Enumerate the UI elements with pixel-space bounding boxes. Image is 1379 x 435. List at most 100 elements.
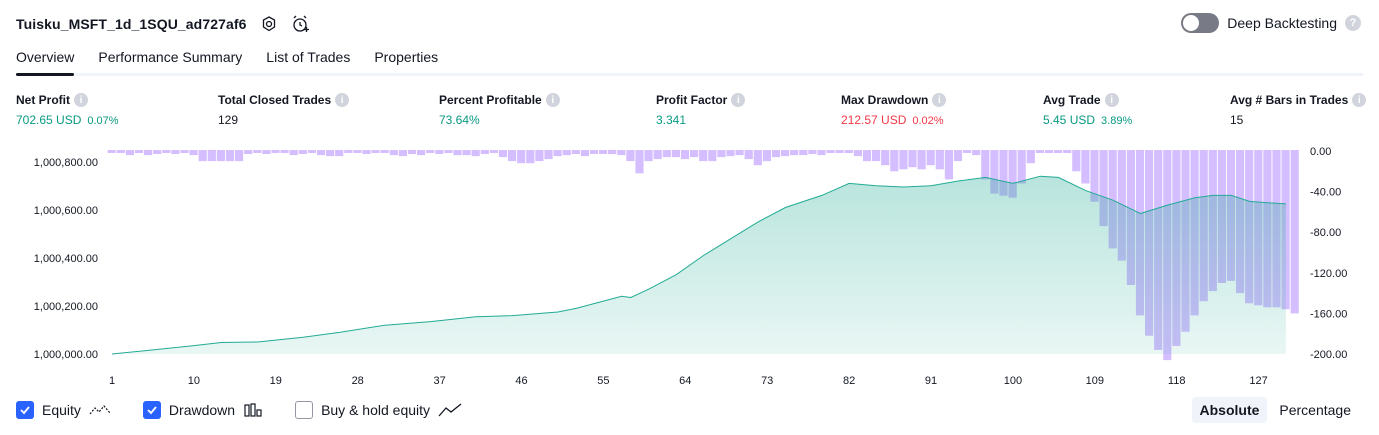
x-axis-tick: 1 bbox=[109, 375, 115, 387]
info-icon[interactable]: i bbox=[1352, 93, 1367, 107]
legend-label: Buy & hold equity bbox=[321, 402, 431, 418]
legend-drawdown[interactable]: Drawdown bbox=[142, 401, 263, 419]
drawdown-bar bbox=[999, 150, 1008, 196]
stat-label: Avg Trade bbox=[1043, 93, 1101, 107]
x-axis-tick: 109 bbox=[1086, 375, 1104, 387]
add-alert-clock-icon[interactable] bbox=[291, 14, 311, 34]
drawdown-bar bbox=[981, 150, 990, 180]
stat-value: 3.341 bbox=[656, 113, 687, 127]
drawdown-bar bbox=[872, 150, 881, 162]
info-icon[interactable]: i bbox=[932, 93, 947, 107]
drawdown-bar bbox=[553, 150, 562, 157]
drawdown-bar bbox=[944, 150, 953, 180]
drawdown-bar bbox=[535, 150, 544, 162]
drawdown-bar bbox=[235, 150, 244, 162]
drawdown-bar bbox=[517, 150, 526, 164]
deep-backtesting-toggle[interactable] bbox=[1181, 13, 1220, 33]
drawdown-bar bbox=[1072, 150, 1081, 172]
stat-max-drawdown: Max Drawdown i 212.57 USD 0.02% bbox=[841, 93, 947, 127]
drawdown-bar bbox=[935, 150, 944, 170]
x-axis: 1 10 19 28 37 46 55 64 73 82 91 100 109 118 127 bbox=[109, 375, 1268, 387]
drawdown-bar bbox=[635, 150, 644, 174]
drawdown-bar bbox=[899, 150, 908, 170]
question-icon[interactable]: ? bbox=[1345, 15, 1361, 31]
drawdown-bar bbox=[116, 150, 125, 153]
drawdown-bar bbox=[462, 150, 471, 156]
drawdown-bar bbox=[480, 150, 489, 154]
left-axis-tick: 1,000,800.00 bbox=[34, 157, 98, 169]
absolute-button[interactable]: Absolute bbox=[1191, 397, 1268, 423]
stat-percent-profitable: Percent Profitable i 73.64% bbox=[439, 93, 560, 127]
settings-gear-icon[interactable] bbox=[259, 14, 279, 34]
drawdown-bar bbox=[216, 150, 225, 162]
stat-value: 5.45 USD bbox=[1043, 113, 1096, 127]
drawdown-bar bbox=[134, 150, 144, 153]
tab-properties[interactable]: Properties bbox=[374, 49, 439, 65]
equity-checkbox[interactable] bbox=[16, 401, 34, 419]
drawdown-bar bbox=[753, 150, 762, 166]
drawdown-bar bbox=[198, 150, 207, 162]
drawdown-bar bbox=[744, 150, 753, 160]
tab-overview[interactable]: Overview bbox=[16, 46, 75, 76]
equity-drawdown-chart[interactable]: 1,000,000.00 1,000,200.00 1,000,400.00 1,00… bbox=[0, 140, 1379, 390]
stat-profit-factor: Profit Factor i 3.341 bbox=[656, 93, 746, 127]
drawdown-bar bbox=[344, 150, 353, 153]
drawdown-bar bbox=[953, 150, 963, 162]
left-axis-tick: 1,000,200.00 bbox=[34, 301, 98, 313]
legend-equity[interactable]: Equity bbox=[16, 401, 111, 419]
drawdown-bar bbox=[680, 150, 690, 160]
drawdown-bar bbox=[708, 150, 717, 162]
deep-backtesting-control: Deep Backtesting ? bbox=[1181, 13, 1361, 33]
info-icon[interactable]: i bbox=[1104, 93, 1119, 107]
drawdown-bar bbox=[626, 150, 635, 162]
drawdown-bar bbox=[844, 150, 853, 153]
right-axis-tick: -40.00 bbox=[1310, 187, 1341, 199]
drawdown-bar bbox=[289, 150, 298, 156]
info-icon[interactable]: i bbox=[74, 93, 88, 107]
report-tabs: Overview Performance Summary List of Tra… bbox=[16, 46, 1363, 76]
drawdown-bar bbox=[207, 150, 216, 162]
drawdown-bar bbox=[717, 150, 726, 158]
drawdown-bar bbox=[407, 150, 417, 154]
tab-performance-summary[interactable]: Performance Summary bbox=[98, 49, 243, 65]
x-axis-tick: 46 bbox=[515, 375, 527, 387]
legend-buy-hold[interactable]: Buy & hold equity bbox=[295, 401, 462, 419]
x-axis-tick: 100 bbox=[1004, 375, 1022, 387]
drawdown-bar bbox=[380, 150, 389, 153]
drawdown-bar bbox=[908, 150, 917, 168]
drawdown-bar bbox=[662, 150, 671, 158]
drawdown-bar bbox=[498, 150, 508, 158]
drawdown-checkbox[interactable] bbox=[142, 401, 161, 419]
stat-label: Profit Factor bbox=[656, 93, 728, 107]
strategy-name: Tuisku_MSFT_1d_1SQU_ad727af6 bbox=[16, 16, 247, 32]
stat-label: Avg # Bars in Trades bbox=[1230, 93, 1349, 107]
drawdown-bar bbox=[271, 150, 280, 153]
drawdown-bar bbox=[544, 150, 553, 160]
stat-label: Percent Profitable bbox=[439, 93, 542, 107]
x-axis-tick: 37 bbox=[433, 375, 445, 387]
drawdown-bar bbox=[144, 150, 153, 156]
drawdown-bar bbox=[335, 150, 344, 157]
left-axis-tick: 1,000,400.00 bbox=[34, 253, 98, 265]
legend-label: Drawdown bbox=[168, 402, 236, 418]
buy-hold-checkbox[interactable] bbox=[295, 401, 314, 419]
info-icon[interactable]: i bbox=[545, 93, 560, 107]
drawdown-bar bbox=[653, 150, 662, 160]
drawdown-bar bbox=[826, 150, 835, 153]
x-axis-tick: 10 bbox=[188, 375, 200, 387]
percentage-button[interactable]: Percentage bbox=[1279, 402, 1351, 418]
info-icon[interactable]: i bbox=[731, 93, 746, 107]
drawdown-bar bbox=[280, 150, 289, 153]
drawdown-bar bbox=[316, 150, 326, 156]
drawdown-bar bbox=[1063, 150, 1072, 153]
drawdown-bar bbox=[762, 150, 771, 162]
drawdown-bar bbox=[107, 150, 116, 153]
drawdown-bar bbox=[225, 150, 235, 162]
tab-list-of-trades[interactable]: List of Trades bbox=[266, 49, 351, 65]
drawdown-bar bbox=[881, 150, 890, 166]
drawdown-bar bbox=[571, 150, 580, 154]
stat-value: 129 bbox=[218, 113, 239, 127]
stat-label: Total Closed Trades bbox=[218, 93, 332, 107]
info-icon[interactable]: i bbox=[335, 93, 350, 107]
x-axis-tick: 118 bbox=[1168, 375, 1186, 387]
